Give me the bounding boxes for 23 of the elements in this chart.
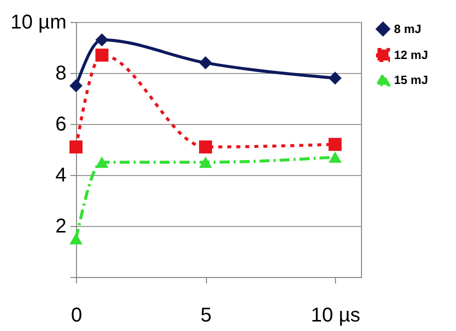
y-tick-label: 10 µm (10, 12, 66, 34)
y-tick-label: 6 (55, 114, 66, 136)
point (199, 56, 212, 70)
y-tick-label: 4 (55, 164, 66, 186)
point (328, 152, 342, 163)
point (95, 156, 108, 168)
x-tick-label: 10 µs (310, 304, 360, 326)
point (95, 48, 108, 62)
y-tick-label: 2 (55, 216, 66, 238)
point (69, 140, 83, 154)
point (69, 233, 83, 244)
legend-label: 12 mJ (394, 48, 428, 62)
y-tick-label: 8 (55, 62, 66, 84)
point (69, 79, 83, 92)
x-tick-label: 5 (200, 304, 212, 326)
x-tick-label: 0 (70, 304, 82, 326)
point (95, 33, 108, 46)
point (328, 72, 342, 85)
legend-label: 8 mJ (394, 22, 422, 36)
point (199, 140, 212, 154)
point (328, 138, 342, 151)
point (199, 156, 212, 168)
legend-label: 15 mJ (394, 73, 428, 87)
